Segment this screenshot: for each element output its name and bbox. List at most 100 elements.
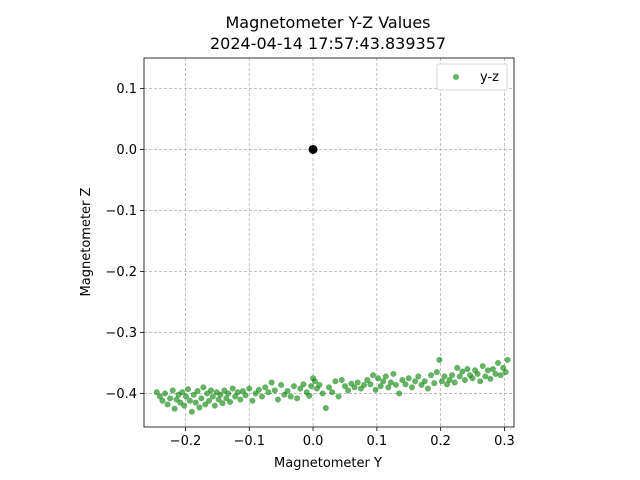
origin-marker-group: [308, 144, 318, 154]
x-axis-label: Magnetometer Y: [274, 456, 382, 471]
data-point: [192, 399, 199, 406]
data-point: [164, 401, 171, 408]
plot-area-frame: [143, 57, 515, 428]
data-point: [482, 373, 489, 380]
data-point: [382, 373, 389, 380]
data-point: [202, 401, 209, 408]
data-point: [412, 378, 419, 385]
data-point: [229, 385, 236, 392]
data-point: [487, 375, 494, 382]
data-point: [433, 369, 440, 376]
y-axis-ticks: 0.1 0.0 −0.1 −0.2 −0.3 −0.4: [105, 82, 144, 402]
data-point: [387, 379, 394, 386]
legend-label: y-z: [480, 70, 499, 85]
data-point: [464, 366, 471, 373]
data-point: [341, 383, 348, 390]
data-point: [459, 368, 466, 375]
data-point: [278, 381, 285, 388]
x-tick-label: 0.2: [430, 434, 451, 449]
data-point: [255, 386, 262, 393]
data-point: [311, 378, 318, 385]
data-point: [428, 372, 435, 379]
data-point: [408, 384, 415, 391]
data-points: [153, 356, 511, 415]
x-tick-label: 0.0: [303, 434, 324, 449]
data-point: [335, 393, 342, 400]
data-point: [446, 377, 453, 384]
data-point: [322, 405, 329, 412]
data-point: [385, 384, 392, 391]
data-point: [297, 385, 304, 392]
data-point: [217, 391, 224, 398]
data-point: [242, 392, 249, 399]
data-point: [171, 405, 178, 412]
data-point: [332, 378, 339, 385]
data-point: [345, 387, 352, 394]
data-point: [159, 397, 166, 404]
data-point: [265, 389, 272, 396]
data-point: [441, 373, 448, 380]
data-point: [375, 375, 382, 382]
data-point: [326, 384, 333, 391]
data-point: [421, 378, 428, 385]
data-point: [489, 366, 496, 373]
data-point: [438, 378, 445, 385]
data-point: [497, 372, 504, 379]
data-point: [454, 364, 461, 371]
data-point: [329, 389, 336, 396]
data-point: [380, 378, 387, 385]
data-point: [211, 402, 218, 409]
data-point: [162, 390, 169, 397]
data-point: [179, 389, 186, 396]
legend-box: [436, 63, 508, 91]
data-point: [206, 397, 213, 404]
data-point: [405, 375, 412, 382]
data-point: [287, 393, 294, 400]
data-point: [225, 390, 232, 397]
chart-title: Magnetometer Y-Z Values: [226, 13, 431, 32]
y-axis-label: Magnetometer Z: [79, 187, 94, 296]
data-point: [451, 379, 458, 386]
data-point: [456, 373, 463, 380]
data-point: [181, 402, 188, 409]
data-point: [484, 367, 491, 374]
chart-subtitle: 2024-04-14 17:57:43.839357: [210, 34, 446, 53]
data-point: [274, 396, 281, 403]
data-point: [364, 377, 371, 384]
data-point: [306, 392, 313, 399]
data-point: [196, 404, 203, 411]
data-point: [477, 378, 484, 385]
y-tick-label: −0.3: [105, 326, 137, 341]
data-point: [351, 384, 358, 391]
data-point: [268, 379, 275, 386]
y-tick-label: −0.1: [105, 204, 137, 219]
data-point: [194, 388, 201, 395]
data-point: [370, 372, 377, 379]
data-point: [479, 363, 486, 370]
data-point: [259, 393, 266, 400]
data-point: [415, 373, 422, 380]
data-point: [249, 397, 256, 404]
origin-point: [308, 144, 318, 154]
data-point: [183, 393, 190, 400]
data-point: [431, 380, 438, 387]
data-point: [474, 370, 481, 377]
y-tick-label: 0.0: [116, 143, 137, 158]
data-point: [504, 356, 511, 363]
data-point: [169, 387, 176, 394]
data-point: [495, 359, 502, 366]
data-point: [271, 387, 278, 394]
data-point: [469, 375, 476, 382]
x-tick-label: −0.1: [233, 434, 265, 449]
data-point: [246, 385, 253, 392]
data-point: [153, 389, 160, 396]
data-point: [188, 408, 195, 415]
data-point: [319, 390, 326, 397]
data-point: [308, 383, 315, 390]
data-point: [377, 383, 384, 390]
x-tick-label: −0.2: [170, 434, 202, 449]
legend: y-z: [436, 63, 508, 91]
data-point: [200, 384, 207, 391]
